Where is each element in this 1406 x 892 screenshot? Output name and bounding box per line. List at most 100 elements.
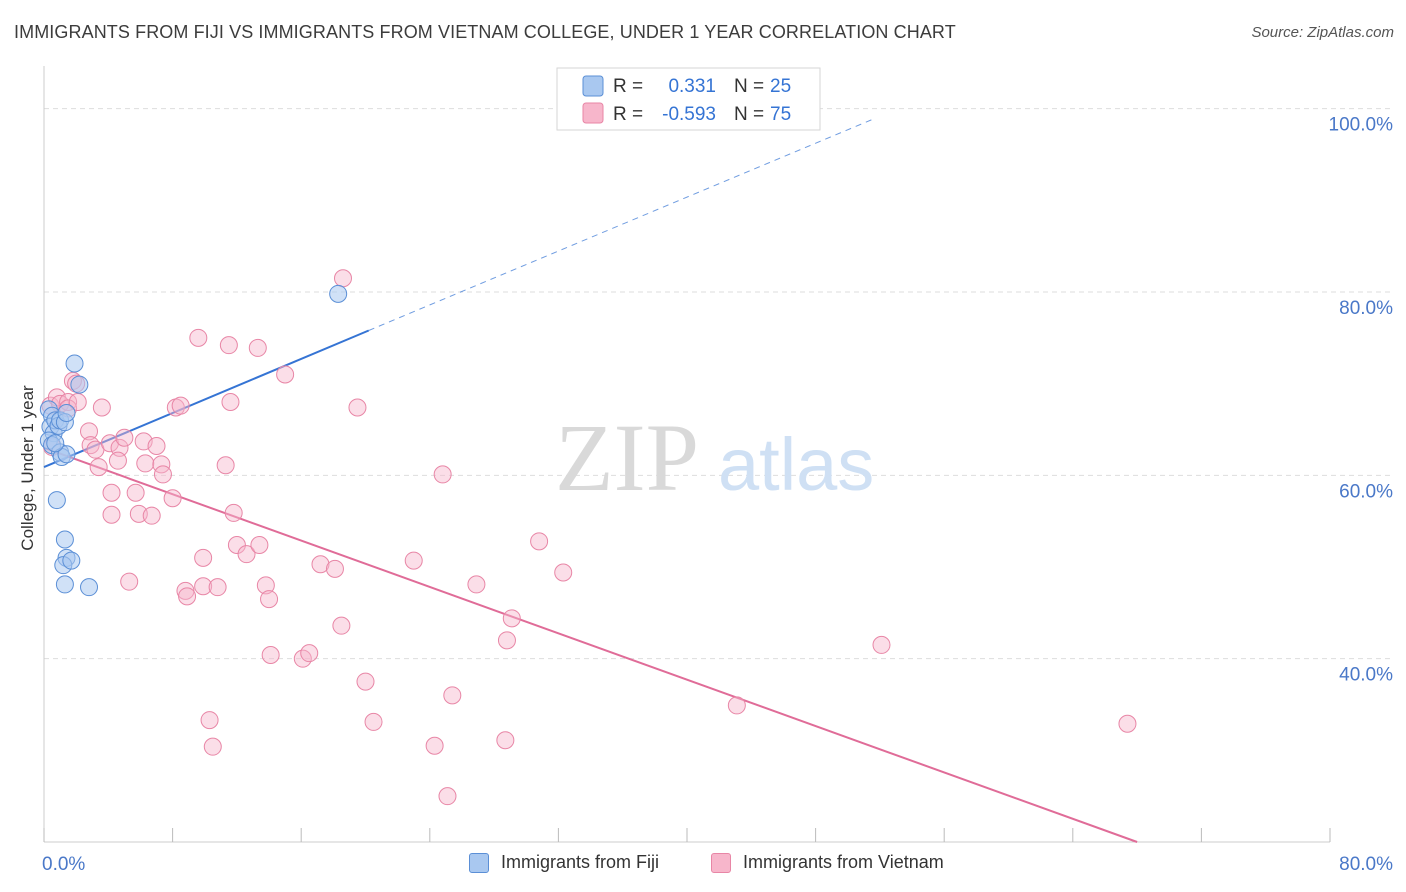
vietnam-point bbox=[311, 555, 330, 574]
vietnam-point bbox=[216, 456, 235, 475]
fiji-point bbox=[80, 578, 99, 597]
vietnam-point bbox=[108, 451, 127, 470]
vietnam-point bbox=[438, 787, 457, 806]
fiji-point bbox=[62, 551, 81, 570]
y-tick-label: 60.0% bbox=[1339, 481, 1393, 502]
fiji-point bbox=[55, 575, 74, 594]
vietnam-point bbox=[348, 398, 367, 417]
vietnam-point bbox=[153, 465, 172, 484]
y-tick-label: 80.0% bbox=[1339, 298, 1393, 319]
vietnam-point bbox=[89, 458, 108, 477]
legend-bottom-fiji-label: Immigrants from Fiji bbox=[501, 852, 660, 872]
tick-label-layer: 40.0% 60.0% 80.0% 100.0% 0.0% 80.0% bbox=[42, 115, 1393, 875]
vietnam-point bbox=[219, 336, 238, 355]
fiji-point bbox=[65, 354, 84, 373]
vietnam-point bbox=[237, 545, 256, 564]
vietnam-point bbox=[163, 489, 182, 508]
vietnam-point bbox=[102, 505, 121, 524]
vietnam-point bbox=[276, 365, 295, 384]
legend-top: R = 0.331 N = 25 R = -0.593 N = 75 bbox=[556, 67, 821, 131]
legend-vietnam-n-label: N = bbox=[734, 104, 764, 125]
watermark-atlas: atlas bbox=[718, 423, 874, 506]
vietnam-point bbox=[496, 731, 515, 750]
vietnam-point bbox=[404, 551, 423, 570]
vietnam-point bbox=[256, 576, 275, 595]
legend-fiji-swatch bbox=[582, 75, 604, 97]
vietnam-point bbox=[126, 483, 145, 502]
vietnam-point bbox=[194, 548, 213, 567]
y-tick-label: 40.0% bbox=[1339, 665, 1393, 686]
fiji-trend-line bbox=[43, 329, 370, 469]
legend-vietnam-r-value: -0.593 bbox=[662, 104, 716, 125]
vietnam-point bbox=[364, 712, 383, 731]
x-tick-label: 80.0% bbox=[1339, 854, 1393, 875]
legend-fiji-r-value: 0.331 bbox=[668, 76, 716, 97]
legend-vietnam-swatch bbox=[582, 102, 604, 124]
vietnam-point bbox=[530, 532, 549, 551]
fiji-point bbox=[57, 404, 76, 422]
vietnam-point bbox=[194, 577, 213, 596]
chart-title: IMMIGRANTS FROM FIJI VS IMMIGRANTS FROM … bbox=[14, 22, 956, 42]
trend-layer bbox=[43, 119, 1138, 843]
fiji-point bbox=[46, 434, 65, 453]
fiji-point bbox=[55, 530, 74, 549]
fiji-trend-extension bbox=[368, 119, 873, 331]
legend-bottom-fiji-swatch bbox=[469, 852, 489, 873]
vietnam-point bbox=[356, 672, 375, 691]
point-layer bbox=[39, 269, 1137, 806]
vietnam-point bbox=[80, 422, 99, 441]
vietnam-point bbox=[1118, 714, 1137, 733]
watermark-zip: ZIP bbox=[555, 404, 699, 511]
vietnam-point bbox=[171, 396, 190, 415]
vietnam-point bbox=[92, 398, 111, 417]
vietnam-point bbox=[443, 686, 462, 705]
legend-vietnam-r-label: R = bbox=[613, 104, 643, 125]
vietnam-point bbox=[102, 483, 121, 502]
vietnam-point bbox=[333, 269, 352, 288]
vietnam-point bbox=[221, 393, 240, 411]
fiji-point bbox=[329, 284, 348, 303]
vietnam-point bbox=[261, 646, 280, 664]
vietnam-point bbox=[250, 536, 269, 554]
vietnam-point bbox=[467, 575, 486, 594]
fiji-point bbox=[47, 491, 66, 510]
vietnam-point bbox=[497, 631, 516, 650]
legend-fiji-n-value: 25 bbox=[770, 76, 791, 97]
vietnam-point bbox=[189, 328, 208, 347]
vietnam-point bbox=[433, 465, 452, 484]
vietnam-point bbox=[120, 572, 139, 591]
legend-vietnam-n-value: 75 bbox=[770, 104, 791, 125]
vietnam-point bbox=[136, 454, 155, 473]
legend-bottom-vietnam-swatch bbox=[711, 852, 731, 873]
fiji-point bbox=[70, 375, 89, 394]
vietnam-point bbox=[554, 563, 573, 582]
vietnam-point bbox=[727, 696, 746, 715]
vietnam-trend-line bbox=[43, 446, 1138, 843]
legend-bottom: Immigrants from Fiji Immigrants from Vie… bbox=[0, 850, 1406, 880]
y-tick-label: 100.0% bbox=[1329, 115, 1394, 136]
legend-fiji-n-label: N = bbox=[734, 76, 764, 97]
vietnam-point bbox=[332, 616, 351, 635]
vietnam-point bbox=[203, 737, 222, 756]
legend-bottom-fiji[interactable]: Immigrants from Fiji bbox=[469, 852, 659, 873]
vietnam-point bbox=[68, 393, 87, 411]
axis-layer bbox=[43, 66, 1331, 843]
fiji-point bbox=[57, 445, 76, 464]
vietnam-point bbox=[115, 428, 134, 447]
vietnam-point bbox=[325, 559, 344, 578]
legend-bottom-vietnam-label: Immigrants from Vietnam bbox=[743, 852, 944, 872]
vietnam-point bbox=[300, 644, 319, 663]
vietnam-point bbox=[248, 338, 267, 357]
grid-layer bbox=[44, 108, 1394, 660]
vietnam-point bbox=[872, 635, 891, 654]
vietnam-point bbox=[224, 503, 243, 522]
vietnam-point bbox=[147, 437, 166, 455]
vietnam-point bbox=[178, 587, 197, 606]
x-tick-label: 0.0% bbox=[42, 854, 85, 875]
watermark: ZIP atlas bbox=[555, 404, 874, 511]
vietnam-point bbox=[425, 736, 444, 755]
vietnam-point bbox=[208, 578, 227, 597]
vietnam-point bbox=[502, 609, 521, 628]
legend-bottom-vietnam[interactable]: Immigrants from Vietnam bbox=[711, 852, 944, 873]
